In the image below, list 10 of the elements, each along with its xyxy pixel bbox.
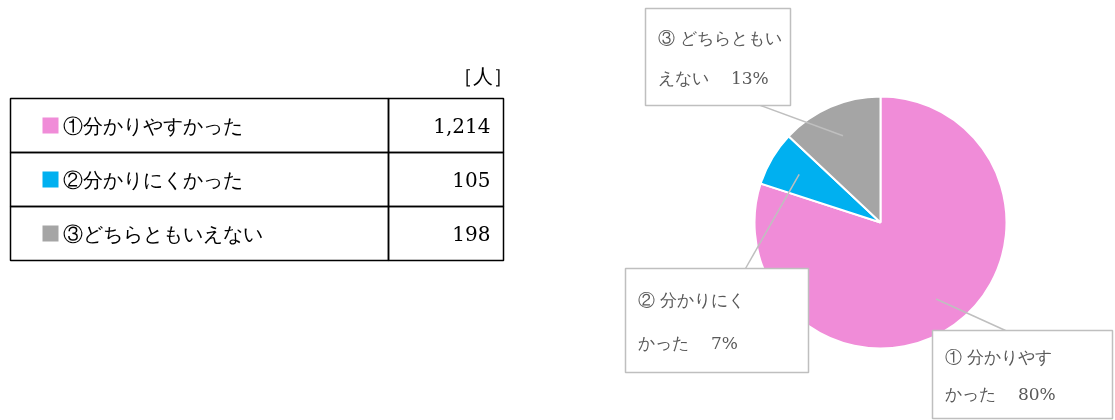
legend-label: ①分かりやすかった <box>62 113 243 138</box>
data-label: ① 分かりやすかった 80% <box>944 346 1056 404</box>
text: ［人］ <box>452 63 513 88</box>
text: ③ どちらともいえない 13% <box>657 27 782 89</box>
legend-label: ②分かりにくかった <box>62 167 243 192</box>
legend-label: ③どちらともいえない <box>62 221 263 246</box>
text: 1,214 <box>433 114 491 138</box>
text: ② 分かりにくかった 7% <box>637 289 745 354</box>
text: 105 <box>452 168 491 192</box>
text: 198 <box>452 222 491 246</box>
